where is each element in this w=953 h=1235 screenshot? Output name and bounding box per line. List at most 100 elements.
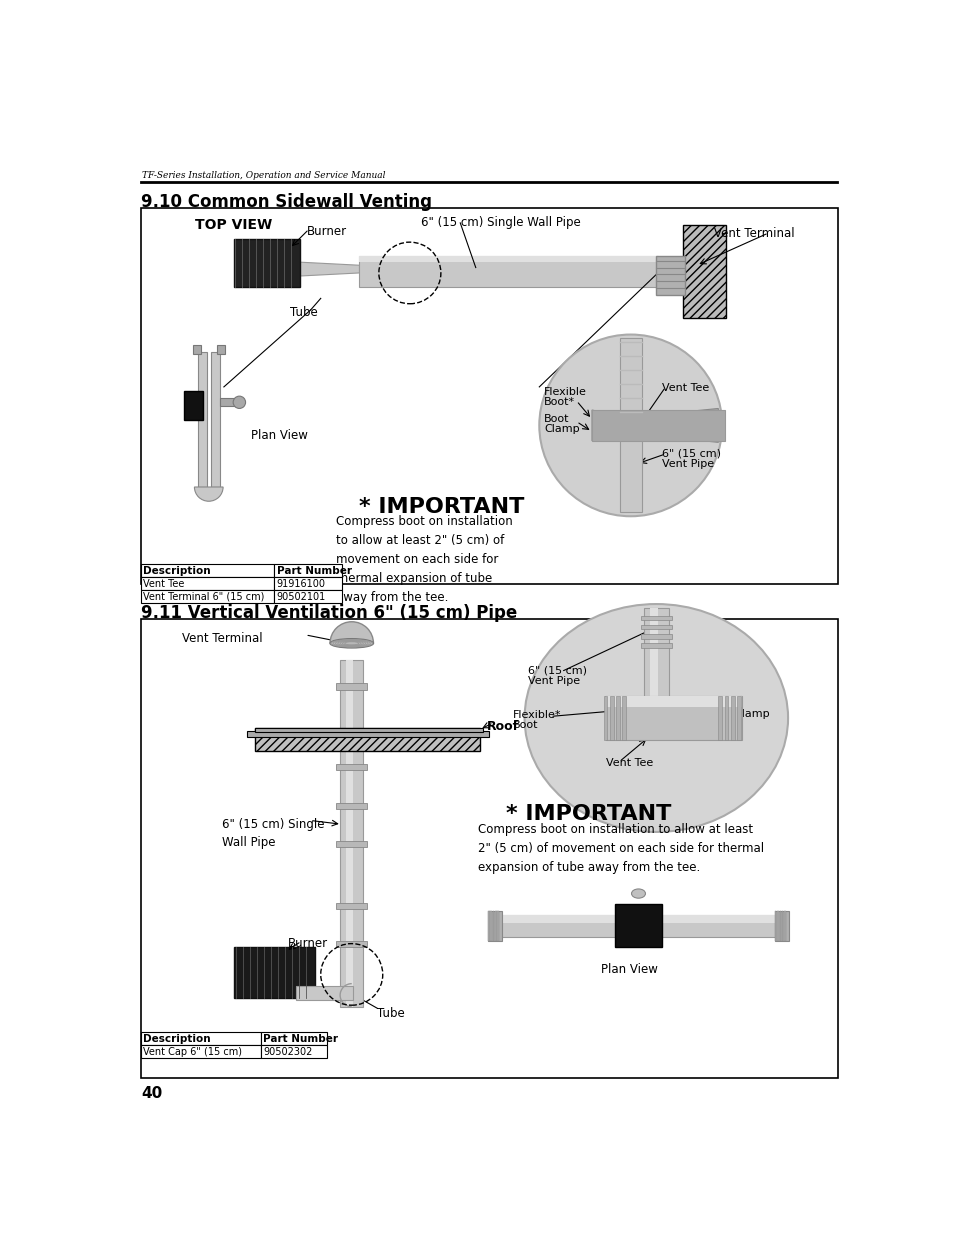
Bar	[603, 697, 607, 740]
Bar	[493, 910, 494, 941]
Text: 91916100: 91916100	[276, 579, 325, 589]
Bar	[774, 910, 776, 941]
Bar	[730, 697, 734, 740]
Bar	[783, 910, 785, 941]
Text: Description: Description	[143, 566, 211, 576]
Text: Vent Pipe: Vent Pipe	[527, 676, 579, 685]
Text: Roof: Roof	[486, 720, 518, 732]
Bar	[609, 697, 613, 740]
Bar	[488, 910, 501, 941]
Ellipse shape	[631, 889, 645, 898]
Bar	[335, 903, 367, 909]
Bar	[141, 209, 838, 584]
Text: * IMPORTANT: * IMPORTANT	[359, 496, 524, 517]
Text: Vent Terminal: Vent Terminal	[714, 227, 794, 240]
Bar	[779, 910, 781, 941]
Text: * IMPORTANT: * IMPORTANT	[505, 804, 671, 824]
Bar	[649, 608, 658, 699]
Bar	[777, 910, 778, 941]
Text: Boot Clamp: Boot Clamp	[704, 709, 769, 719]
Bar	[621, 697, 625, 740]
Text: 6" (15 cm) Single Wall Pipe: 6" (15 cm) Single Wall Pipe	[421, 216, 580, 228]
Bar	[261, 1045, 327, 1058]
Bar	[500, 915, 776, 923]
Bar	[781, 910, 782, 941]
Bar	[495, 910, 497, 941]
Text: 6" (15 cm) Single
Wall Pipe: 6" (15 cm) Single Wall Pipe	[222, 818, 324, 850]
Text: 40: 40	[141, 1086, 162, 1102]
Text: Boot: Boot	[543, 414, 569, 424]
Bar	[141, 620, 838, 1078]
Bar	[619, 338, 641, 513]
Circle shape	[538, 335, 721, 516]
Text: Boot: Boot	[513, 720, 537, 730]
Text: 6" (15 cm): 6" (15 cm)	[527, 666, 586, 676]
Text: Vent Tee: Vent Tee	[605, 758, 653, 768]
Text: TF-Series Installation, Operation and Service Manual: TF-Series Installation, Operation and Se…	[142, 172, 386, 180]
Text: Boot*: Boot*	[543, 396, 575, 406]
Bar	[216, 345, 224, 353]
Bar	[247, 731, 488, 737]
Bar	[340, 661, 363, 1007]
Bar	[335, 683, 367, 689]
Text: Description: Description	[143, 1034, 211, 1044]
Bar	[141, 564, 274, 577]
Text: 9.10 Common Sidewall Venting: 9.10 Common Sidewall Venting	[141, 193, 432, 211]
Bar	[141, 1032, 261, 1045]
Bar	[640, 634, 671, 638]
Wedge shape	[330, 621, 373, 643]
Text: Vent Cap 6" (15 cm): Vent Cap 6" (15 cm)	[143, 1047, 242, 1057]
Bar	[274, 590, 342, 603]
Text: Burner: Burner	[307, 225, 347, 238]
Bar	[488, 910, 489, 941]
Bar	[274, 564, 342, 577]
Bar	[254, 727, 479, 751]
Bar	[655, 256, 684, 294]
Bar	[723, 697, 728, 740]
Bar	[605, 697, 740, 708]
Polygon shape	[592, 410, 619, 441]
Text: Compress boot on installation
to allow at least 2" (5 cm) of
movement on each si: Compress boot on installation to allow a…	[335, 515, 513, 604]
Text: Vent Terminal: Vent Terminal	[182, 632, 262, 645]
Text: Part Number: Part Number	[263, 1034, 338, 1044]
Text: 9.11 Vertical Ventilation 6" (15 cm) Pipe: 9.11 Vertical Ventilation 6" (15 cm) Pip…	[141, 604, 517, 622]
Bar	[616, 697, 619, 740]
Bar	[640, 615, 671, 620]
Bar	[615, 904, 661, 947]
Bar	[335, 841, 367, 847]
Bar	[233, 240, 299, 287]
Text: Flexible*: Flexible*	[513, 710, 561, 720]
Bar	[682, 225, 725, 317]
Bar	[359, 256, 658, 262]
Bar	[643, 608, 668, 699]
Bar	[335, 941, 367, 947]
Bar	[359, 256, 658, 287]
Text: Part Number: Part Number	[276, 566, 352, 576]
Text: 90502101: 90502101	[276, 592, 326, 601]
Text: Tube: Tube	[377, 1007, 405, 1020]
Bar	[774, 910, 788, 941]
Wedge shape	[194, 487, 223, 501]
Bar	[736, 697, 740, 740]
Circle shape	[233, 396, 245, 409]
Bar	[141, 590, 274, 603]
Bar	[183, 390, 203, 420]
Bar	[261, 1032, 327, 1045]
Bar	[718, 697, 721, 740]
Bar	[592, 410, 724, 441]
Bar	[254, 727, 483, 732]
Bar	[141, 1045, 261, 1058]
Bar	[345, 661, 353, 1007]
Text: Plan View: Plan View	[600, 963, 658, 976]
Bar	[233, 947, 315, 998]
Bar	[500, 915, 776, 936]
Bar	[640, 643, 671, 648]
Bar	[497, 910, 498, 941]
Bar	[640, 625, 671, 630]
Text: Burner: Burner	[288, 937, 328, 951]
Polygon shape	[641, 409, 718, 442]
Polygon shape	[299, 262, 359, 275]
Text: TOP VIEW: TOP VIEW	[195, 217, 273, 231]
Bar	[490, 910, 492, 941]
Ellipse shape	[524, 604, 787, 832]
